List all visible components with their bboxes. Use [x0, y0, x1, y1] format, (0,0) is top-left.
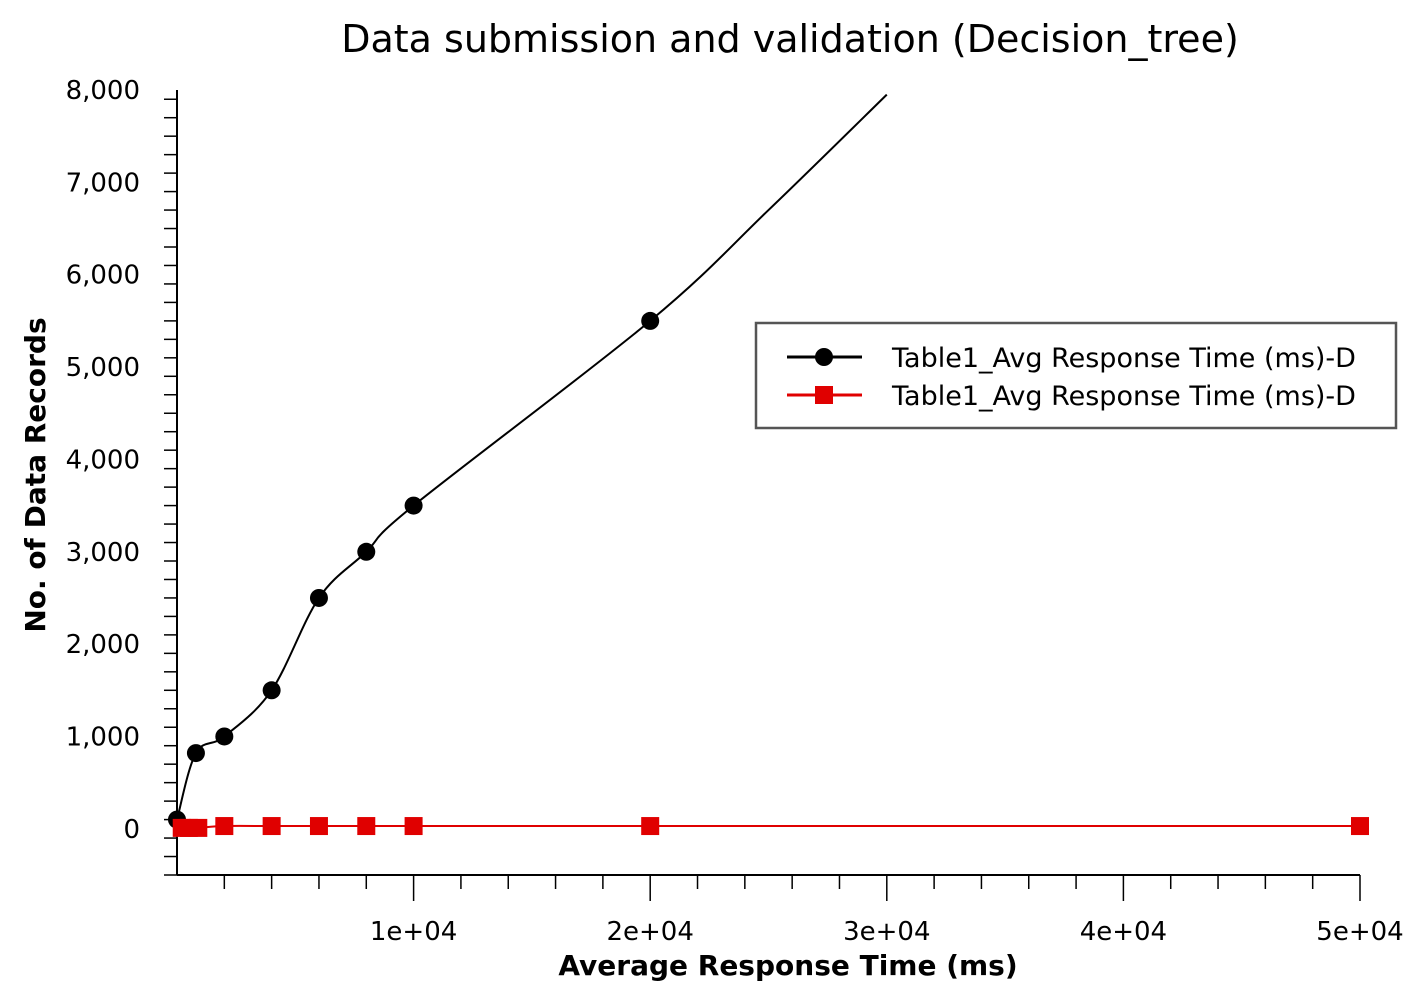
y-axis-ticks: 0 1,000 2,000 3,000 4,000 5,000 6,000 7,000 8,00… [66, 76, 177, 876]
legend: Table1_Avg Response Time (ms)-D Table1_Av… [754, 321, 1398, 430]
data-point [404, 496, 423, 515]
series-layer [168, 93, 1369, 837]
data-point [215, 817, 234, 836]
series-2 [172, 817, 1369, 837]
data-point [641, 817, 660, 836]
series-1 [168, 93, 888, 829]
x-tick-label: 5e+04 [1316, 917, 1403, 947]
y-tick-label: 0 [123, 815, 140, 845]
legend-entry: Table1_Avg Response Time (ms)-D [787, 381, 1356, 412]
y-tick-label: 4,000 [66, 445, 140, 475]
data-point [357, 542, 376, 561]
data-point [309, 588, 328, 607]
y-tick-label: 6,000 [66, 261, 140, 291]
y-tick-label: 7,000 [66, 168, 140, 198]
data-point [215, 727, 234, 746]
series-line [176, 93, 888, 820]
legend-items: Table1_Avg Response Time (ms)-D Table1_Av… [787, 343, 1356, 412]
legend-label: Table1_Avg Response Time (ms)-D [891, 343, 1356, 374]
legend-label: Table1_Avg Response Time (ms)-D [891, 381, 1356, 412]
data-point [186, 744, 205, 763]
y-tick-label: 3,000 [66, 538, 140, 568]
data-point [189, 818, 208, 837]
y-tick-label: 1,000 [66, 722, 140, 752]
x-axis-ticks: 1e+04 2e+04 3e+04 4e+04 5e+04 [223, 875, 1404, 947]
x-tick-label: 1e+04 [370, 917, 457, 947]
x-tick-label: 3e+04 [843, 917, 930, 947]
data-point [262, 681, 281, 700]
y-tick-label: 2,000 [66, 630, 140, 660]
data-point [357, 817, 376, 836]
x-axis-label: Average Response Time (ms) [558, 949, 1017, 982]
chart-title: Data submission and validation (Decision… [341, 17, 1239, 61]
data-point [1351, 817, 1369, 836]
legend-box [754, 321, 1398, 430]
x-tick-label: 4e+04 [1080, 917, 1167, 947]
legend-marker [815, 348, 833, 366]
x-tick-label: 2e+04 [606, 917, 693, 947]
data-point [404, 817, 423, 836]
data-point [262, 817, 281, 836]
data-point [309, 817, 328, 836]
plot-area: 0 1,000 2,000 3,000 4,000 5,000 6,000 7,000 8,00… [66, 76, 1404, 947]
y-axis-label: No. of Data Records [19, 317, 52, 632]
legend-entry: Table1_Avg Response Time (ms)-D [787, 343, 1356, 374]
data-point [641, 311, 660, 330]
y-tick-label: 8,000 [66, 76, 140, 106]
y-tick-label: 5,000 [66, 353, 140, 383]
legend-marker [815, 386, 833, 404]
